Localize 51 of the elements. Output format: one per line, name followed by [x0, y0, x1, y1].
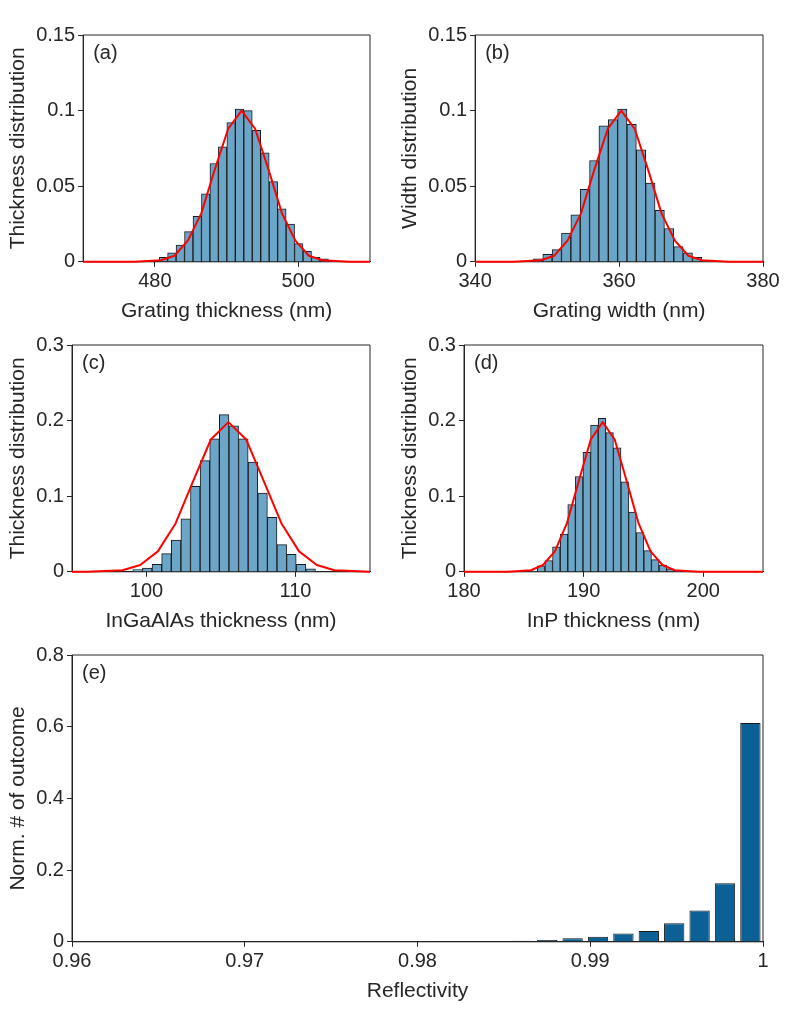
annotation: (e): [82, 660, 107, 683]
y-tick-label: 0.05: [428, 173, 468, 196]
x-tick-label: 190: [566, 579, 601, 602]
x-tick-label: 0.97: [225, 949, 265, 972]
annotation: (c): [82, 350, 106, 373]
y-tick-label: 0.2: [36, 408, 64, 431]
y-tick-label: 0.15: [36, 22, 76, 45]
x-tick-label: 110: [279, 579, 312, 602]
annotation: (b): [485, 40, 510, 63]
x-tick-label: 380: [746, 269, 780, 292]
x-axis-title: InP thickness (nm): [526, 608, 701, 632]
x-tick-label: 360: [602, 269, 636, 292]
y-axis-title: Thickness distribution: [5, 357, 29, 560]
y-axis-title: Width distribution: [397, 67, 421, 229]
y-tick-label: 0.1: [36, 483, 64, 506]
y-tick-label: 0.15: [428, 22, 468, 45]
x-axis-title: Grating thickness (nm): [120, 298, 333, 322]
x-tick-label: 200: [686, 579, 720, 602]
y-tick-label: 0.1: [439, 98, 468, 121]
y-axis-title: Thickness distribution: [397, 357, 421, 560]
y-tick-label: 0.05: [36, 173, 76, 196]
y-tick-label: 0: [444, 559, 456, 582]
y-tick-label: 0: [456, 249, 468, 272]
x-tick-label: 340: [458, 269, 492, 292]
y-axis-title: Thickness distribution: [5, 47, 29, 250]
y-tick-label: 0.2: [36, 857, 64, 880]
x-tick-label: 0.99: [570, 949, 610, 972]
y-tick-label: 0.1: [47, 98, 76, 121]
y-tick-label: 0: [52, 929, 64, 952]
annotation: (a): [93, 40, 118, 63]
x-axis-title: Grating width (nm): [532, 298, 706, 322]
y-tick-label: 0.3: [36, 332, 64, 355]
x-axis-title: Reflectivity: [366, 978, 469, 1002]
x-tick-label: 100: [129, 579, 164, 602]
y-tick-label: 0.4: [36, 785, 64, 808]
x-tick-label: 480: [138, 269, 172, 292]
y-tick-label: 0.1: [428, 483, 456, 506]
annotation: (d): [474, 350, 499, 373]
y-tick-label: 0.8: [36, 642, 64, 665]
y-axis-title: Norm. # of outcome: [5, 706, 29, 891]
x-tick-label: 1: [757, 949, 769, 972]
y-tick-label: 0.6: [36, 714, 64, 737]
y-tick-label: 0.2: [428, 408, 456, 431]
x-tick-label: 500: [281, 269, 315, 292]
x-axis-title: InGaAlAs thickness (nm): [105, 608, 337, 632]
y-tick-label: 0: [64, 249, 76, 272]
y-tick-label: 0.3: [428, 332, 456, 355]
y-tick-label: 0: [52, 559, 64, 582]
x-tick-label: 0.96: [52, 949, 92, 972]
x-tick-label: 0.98: [398, 949, 437, 972]
x-tick-label: 180: [447, 579, 481, 602]
